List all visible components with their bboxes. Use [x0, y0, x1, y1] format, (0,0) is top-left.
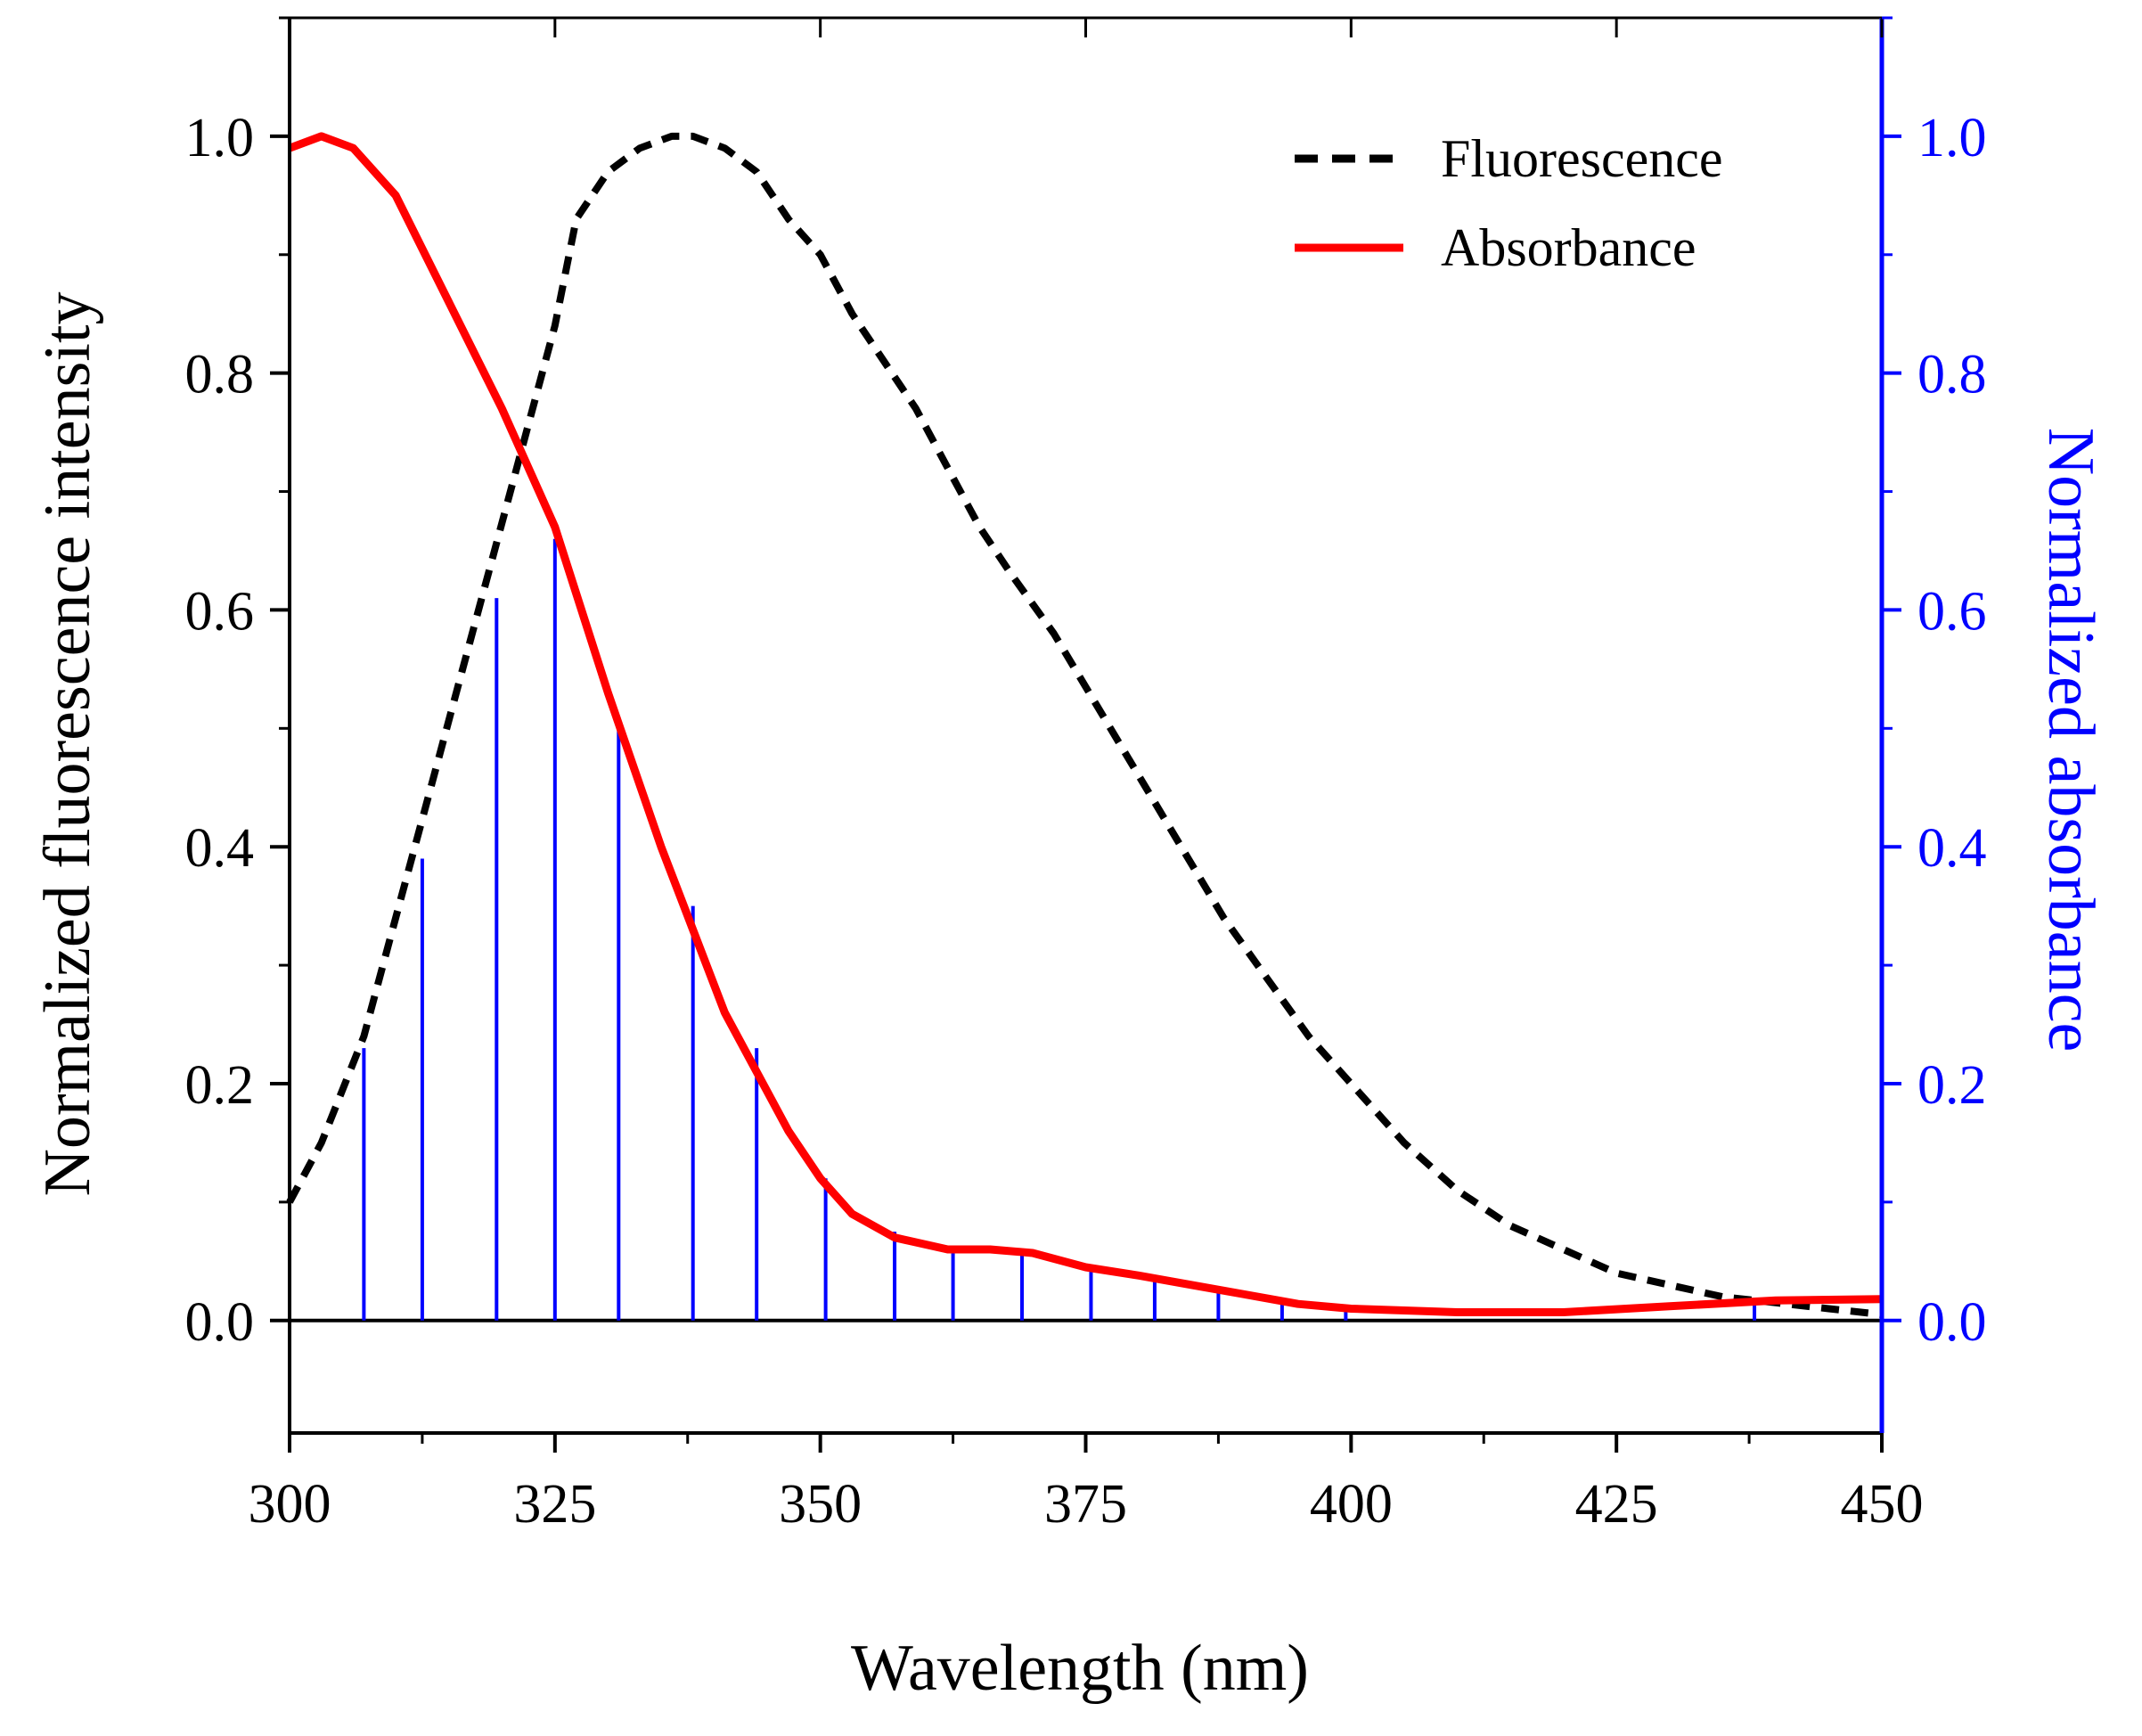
series-absorbance — [288, 132, 1883, 1316]
y-tick-label-left: 0.6 — [185, 581, 255, 642]
y-tick-label-right: 0.0 — [1917, 1292, 1987, 1353]
x-tick-label: 300 — [249, 1474, 331, 1535]
absorbance-stems — [362, 538, 1757, 1321]
y-tick-label-left: 0.8 — [185, 345, 255, 405]
y-tick-label-right: 0.8 — [1917, 345, 1987, 405]
y-axis-title-left: Normalized fluorescence intensity — [31, 291, 104, 1196]
x-tick-label: 325 — [513, 1474, 596, 1535]
y-tick-label-left: 0.2 — [185, 1055, 255, 1116]
x-tick-label: 450 — [1841, 1474, 1924, 1535]
y-tick-label-right: 0.6 — [1917, 581, 1987, 642]
y-tick-label-left: 0.4 — [185, 818, 255, 879]
x-axis-title: Wavelength (nm) — [851, 1632, 1309, 1705]
y-tick-label-right: 0.4 — [1917, 818, 1987, 879]
legend: Fluorescence Absorbance — [1295, 129, 1723, 277]
series-fluorescence — [286, 132, 1883, 1319]
series-group — [286, 132, 1883, 1319]
x-tick-label: 350 — [779, 1474, 862, 1535]
x-tick-label: 400 — [1310, 1474, 1393, 1535]
y-tick-label-right: 0.2 — [1917, 1055, 1987, 1116]
y-tick-label-right: 1.0 — [1917, 108, 1987, 168]
ticks-group: 300 325 350 375 400 425 450 0.0 0.2 0.4 0.6 0.8 1.0 0… — [185, 16, 1987, 1535]
y-tick-label-left: 1.0 — [185, 108, 255, 168]
x-tick-label: 425 — [1575, 1474, 1658, 1535]
legend-label-fluorescence: Fluorescence — [1441, 129, 1723, 188]
x-tick-label: 375 — [1044, 1474, 1127, 1535]
legend-label-absorbance: Absorbance — [1441, 218, 1696, 277]
y-tick-label-left: 0.0 — [185, 1292, 255, 1353]
y-axis-title-right: Normalized absorbance — [2034, 428, 2107, 1052]
